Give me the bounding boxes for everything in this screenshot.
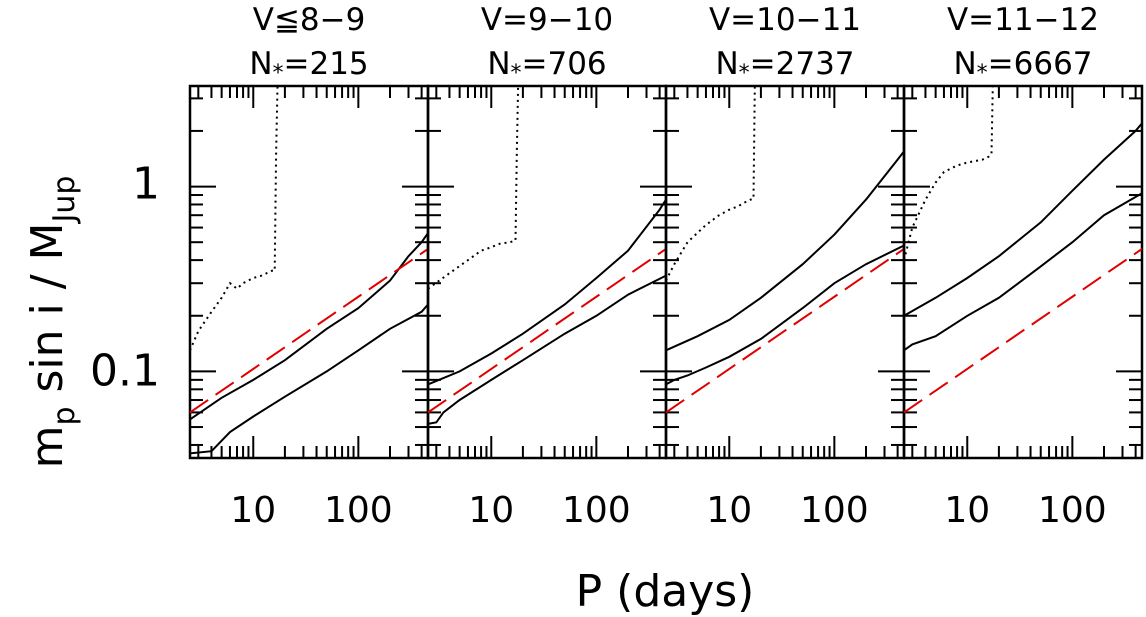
x-axis-label: P (days): [576, 566, 755, 617]
x-tick-label: 10: [230, 490, 276, 531]
y-axis-label-mid: sin i / M: [22, 222, 73, 406]
panel-title-line2: N*=215: [249, 46, 368, 86]
panel-4: 10 100 V=11−12 N*=6667: [902, 2, 1144, 531]
panel-frame: [902, 84, 1144, 460]
panel-title-line1: V=11−12: [947, 2, 1099, 38]
panel-frame: [188, 84, 430, 460]
x-tick-label: 10: [468, 490, 514, 531]
panel-title-line1: V=10−11: [709, 2, 861, 38]
series-solid-1: [189, 232, 429, 421]
y-tick-label: 1: [132, 159, 160, 210]
x-tick-label: 10: [944, 490, 990, 531]
y-axis-label-base: m: [22, 426, 73, 469]
x-tick-label: 100: [800, 490, 869, 531]
series-dotted: [903, 85, 994, 261]
panel-title-line2: N*=2737: [715, 46, 854, 86]
panel-3: 10 100 V=10−11 N*=2737: [664, 2, 906, 531]
svg-text:mp sin i / MJup: mp sin i / MJup: [22, 176, 82, 469]
panel-2: 10 100 V=9−10 N*=706: [426, 2, 668, 531]
panel-title-line2: N*=706: [487, 46, 606, 86]
series-dotted: [189, 85, 279, 351]
y-tick-label: 0.1: [90, 345, 160, 396]
series-solid-2: [189, 303, 429, 455]
series-solid-2: [427, 274, 667, 425]
reference-line: [189, 248, 429, 414]
panel-title-line1: V≦8−9: [253, 2, 366, 38]
series-dotted: [427, 85, 520, 290]
y-axis-label-sub2: Jup: [47, 176, 82, 225]
x-tick-label: 100: [1038, 490, 1107, 531]
series-dotted: [665, 85, 756, 282]
series-solid-2: [903, 192, 1143, 352]
x-tick-label: 100: [324, 490, 393, 531]
reference-line: [665, 248, 905, 414]
series-solid-1: [427, 199, 667, 386]
series-solid-1: [903, 122, 1143, 317]
panel-title-line2: N*=6667: [953, 46, 1092, 86]
y-axis-label: mp sin i / MJup: [22, 176, 82, 469]
panel-frame: [664, 84, 906, 460]
panel-title-line1: V=9−10: [481, 2, 613, 38]
series-solid-1: [665, 150, 905, 352]
y-axis-label-sub: p: [47, 406, 82, 425]
series-solid-2: [665, 244, 905, 386]
reference-line: [903, 248, 1143, 414]
panel-frame: [426, 84, 668, 460]
x-tick-label: 10: [706, 490, 752, 531]
x-tick-label: 100: [562, 490, 631, 531]
reference-line: [427, 248, 667, 414]
panel-1: 10 100 V≦8−9 N*=215 1 0.1: [90, 2, 430, 531]
